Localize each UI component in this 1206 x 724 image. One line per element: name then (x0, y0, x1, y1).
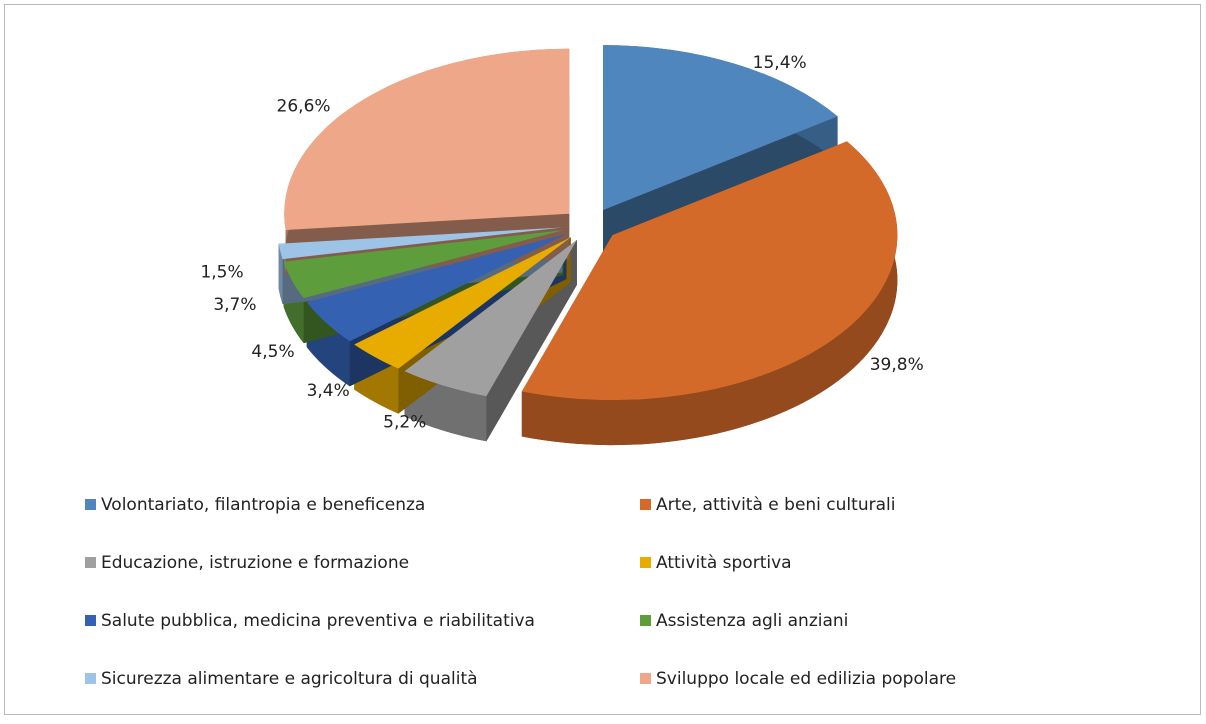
legend-swatch (640, 673, 651, 684)
slice (306, 234, 567, 342)
legend-label: Salute pubblica, medicina preventiva e r… (101, 611, 535, 631)
data-label: 4,5% (251, 342, 294, 362)
legend-label: Volontariato, filantropia e beneficenza (101, 495, 425, 515)
legend-swatch (85, 673, 96, 684)
legend-swatch (640, 615, 651, 626)
legend-swatch (85, 615, 96, 626)
slice-rim (278, 243, 283, 305)
slice (521, 141, 898, 401)
legend-label: Sicurezza alimentare e agricoltura di qu… (101, 669, 478, 689)
slice (354, 237, 571, 369)
slice (603, 45, 838, 211)
slice (278, 227, 563, 260)
data-label: 39,8% (870, 355, 924, 375)
data-label: 26,6% (277, 97, 331, 117)
slice-rim (521, 141, 898, 446)
slice (404, 239, 577, 397)
legend-swatch (85, 499, 96, 510)
data-label: 15,4% (753, 53, 807, 73)
legend-label: Assistenza agli anziani (656, 611, 848, 631)
legend-swatch (640, 557, 651, 568)
data-label: 1,5% (200, 263, 243, 283)
legend-swatch (640, 499, 651, 510)
legend-label: Sviluppo locale ed edilizia popolare (656, 669, 956, 689)
slice (283, 230, 564, 299)
slice (284, 48, 570, 231)
legend-swatch (85, 557, 96, 568)
data-label: 3,7% (213, 295, 256, 315)
data-label: 5,2% (383, 413, 426, 433)
legend-label: Educazione, istruzione e formazione (101, 553, 409, 573)
legend-label: Arte, attività e beni culturali (656, 495, 895, 515)
legend-label: Attività sportiva (656, 553, 792, 573)
data-label: 3,4% (307, 381, 350, 401)
